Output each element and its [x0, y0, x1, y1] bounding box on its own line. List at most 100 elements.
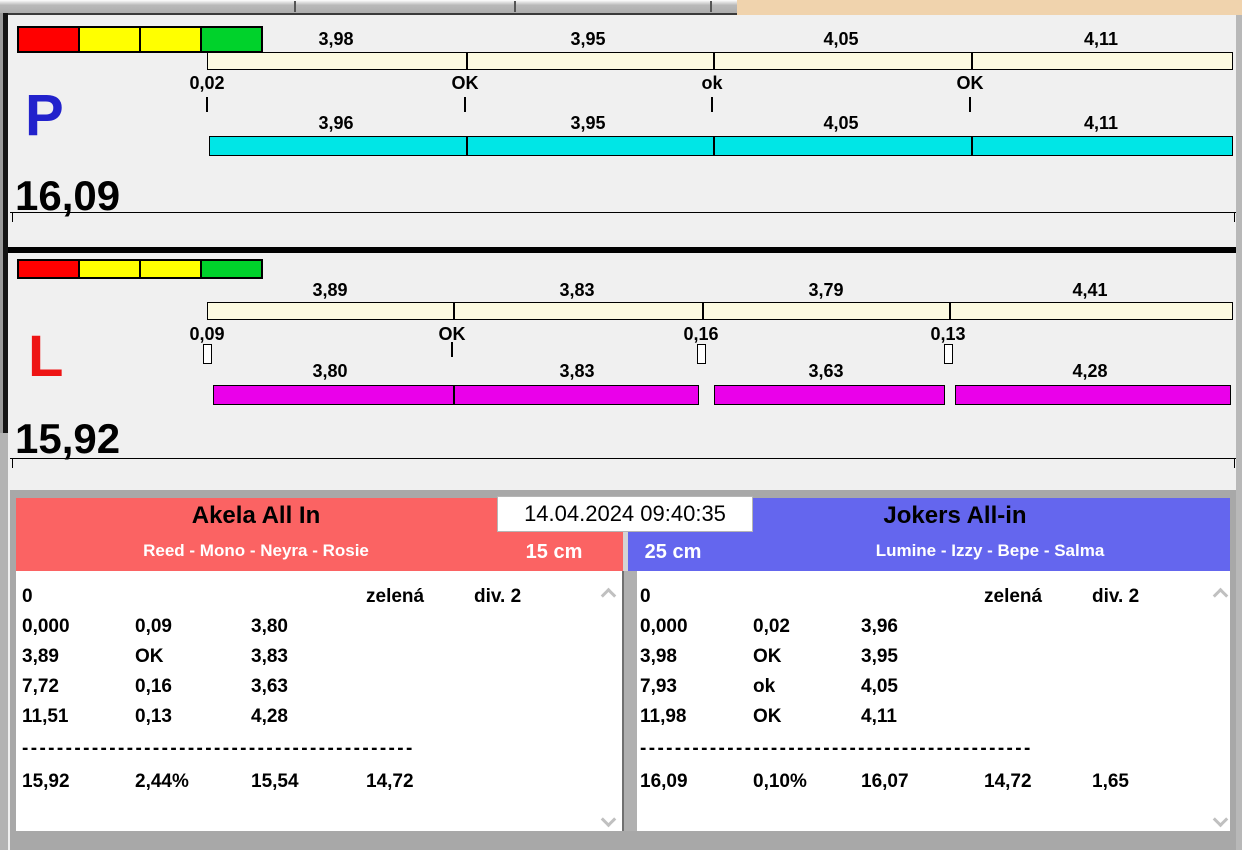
p-split-2: 3,95: [570, 29, 606, 49]
p-split-bar-divider: [971, 53, 973, 69]
left-cell: 0,09: [135, 616, 172, 637]
right-cell: 3,96: [861, 616, 898, 637]
p-split-4: 4,11: [1083, 29, 1119, 49]
left-cell: 0,000: [22, 616, 70, 637]
strip-tick: [710, 1, 712, 12]
left-summary-percent: 2,44%: [135, 771, 189, 792]
results-panel-divider: [622, 571, 637, 831]
left-cell: 11,51: [22, 706, 69, 727]
p-leg-2: 3,95: [570, 113, 606, 133]
p-leg-bar-divider: [971, 137, 973, 155]
right-cell: 7,93: [640, 676, 677, 697]
left-run-number: 0: [22, 586, 33, 607]
p-lane-total: 16,09: [15, 172, 121, 219]
p-leg-1: 3,96: [318, 113, 354, 133]
right-cell: ok: [753, 676, 776, 697]
left-cell: 3,80: [251, 616, 288, 637]
l-baseline-tick: [12, 459, 13, 468]
background-window-strip-tan: [737, 0, 1242, 15]
l-change-3: 0,16: [683, 324, 719, 344]
l-leg-bar-segment-2: [714, 385, 945, 405]
light-yellow-2: [139, 26, 202, 53]
p-change-tick: [206, 97, 208, 112]
p-change-tick: [464, 97, 466, 112]
right-cell: 0,000: [640, 616, 688, 637]
right-run-status: zelená: [984, 586, 1043, 607]
l-section-baseline: [10, 458, 1236, 459]
p-leg-bar-divider: [466, 137, 468, 155]
left-cell: OK: [135, 646, 164, 667]
right-run-division: div. 2: [1092, 586, 1140, 607]
l-split-1: 3,89: [312, 280, 348, 300]
l-split-3: 3,79: [808, 280, 844, 300]
team-right-name: Jokers All-in: [883, 502, 1027, 529]
l-split-bar-divider: [949, 303, 951, 319]
left-run-division: div. 2: [474, 586, 522, 607]
left-summary-total: 15,92: [22, 771, 70, 792]
p-leg-4: 4,11: [1083, 113, 1119, 133]
strip-tick: [514, 1, 516, 12]
l-split-bar-divider: [453, 303, 455, 319]
l-leg-bar-segment-1: [213, 385, 699, 405]
p-split-bar-divider: [466, 53, 468, 69]
p-change-tick: [969, 97, 971, 112]
p-leg-bar: [209, 136, 1233, 156]
left-cell: 3,63: [251, 676, 288, 697]
p-baseline-tick: [1234, 213, 1235, 222]
right-cell: 3,95: [861, 646, 898, 667]
right-window-edge: [1236, 15, 1242, 850]
p-change-4: OK: [956, 73, 984, 93]
light-green: [200, 259, 263, 279]
l-leg-4: 4,28: [1072, 361, 1108, 381]
l-leg-2: 3,83: [559, 361, 595, 381]
l-split-2: 3,83: [559, 280, 595, 300]
l-fault-box-3: [944, 344, 953, 364]
l-traffic-lights: [17, 259, 263, 279]
p-baseline-tick: [12, 213, 13, 222]
right-summary-best: 14,72: [984, 771, 1032, 792]
right-summary-diff: 1,65: [1092, 771, 1129, 792]
l-leg-bar-divider: [453, 386, 455, 404]
p-split-bar: [207, 52, 1233, 70]
p-split-bar-divider: [713, 53, 715, 69]
team-right-results-panel: [637, 571, 1230, 831]
team-right-jump-height: 25 cm: [644, 541, 702, 563]
left-window-edge: [0, 13, 8, 433]
p-change-1: 0,02: [189, 73, 225, 93]
right-summary-net: 16,07: [861, 771, 909, 792]
l-leg-bar-segment-3: [955, 385, 1231, 405]
left-cell: 7,72: [22, 676, 59, 697]
l-leg-3: 3,63: [808, 361, 844, 381]
p-split-1: 3,98: [318, 29, 354, 49]
right-cell: OK: [753, 646, 782, 667]
left-window-edge-lower: [0, 433, 8, 850]
team-left-name: Akela All In: [191, 502, 321, 529]
team-right-dogs: Lumine - Izzy - Bepe - Salma: [875, 541, 1105, 560]
right-separator: ----------------------------------------…: [640, 738, 1033, 759]
right-run-number: 0: [640, 586, 651, 607]
l-change-2: OK: [438, 324, 466, 344]
p-change-2: OK: [451, 73, 479, 93]
l-baseline-tick: [1234, 459, 1235, 468]
p-change-3: ok: [701, 73, 723, 93]
l-change-1: 0,09: [189, 324, 225, 344]
l-lane-letter: L: [28, 324, 64, 389]
light-green: [200, 26, 263, 53]
l-split-bar: [207, 302, 1233, 320]
p-section-baseline: [10, 212, 1236, 213]
l-leg-1: 3,80: [312, 361, 348, 381]
team-left-jump-height: 15 cm: [525, 541, 583, 563]
strip-tick: [294, 1, 296, 12]
lane-divider: [8, 247, 1236, 253]
left-run-status: zelená: [366, 586, 425, 607]
l-change-tick: [451, 342, 453, 357]
l-fault-box-2: [697, 344, 706, 364]
p-lane-letter: P: [25, 83, 64, 148]
clock-display: 14.04.2024 09:40:35: [497, 496, 753, 532]
right-cell: OK: [753, 706, 782, 727]
right-summary-total: 16,09: [640, 771, 688, 792]
l-fault-box-1: [203, 344, 212, 364]
p-leg-bar-divider: [713, 137, 715, 155]
left-separator: ----------------------------------------…: [22, 738, 415, 759]
